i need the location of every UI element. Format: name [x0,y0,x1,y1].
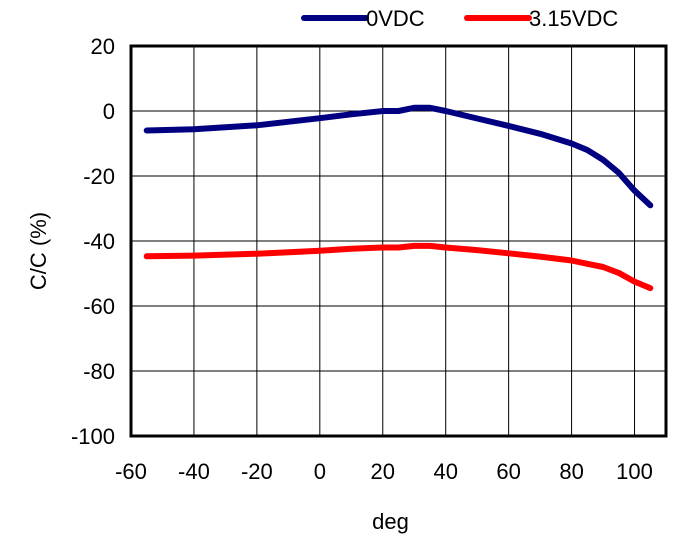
legend-label: 3.15VDC [529,6,618,31]
legend: 0VDC 3.15VDC [301,6,618,31]
legend-label: 0VDC [366,6,425,31]
series-line-2 [143,242,654,292]
x-tick-label: -40 [178,459,210,484]
x-tick-label: 60 [496,459,520,484]
plot-frame [129,44,668,438]
x-axis-title: deg [372,509,409,534]
x-tick-label: 0 [314,459,326,484]
x-tick-label: 100 [616,459,653,484]
grid [131,46,666,436]
x-tick-label: -20 [241,459,273,484]
x-tick-label: -60 [115,459,147,484]
series-group [143,104,654,292]
y-tick-label: -80 [83,359,115,384]
y-tick-label: 0 [103,99,115,124]
y-tick-label: 20 [91,34,115,59]
y-tick-label: -100 [71,424,115,449]
x-tick-label: 40 [433,459,457,484]
series-line-1 [143,104,654,209]
y-tick-label: -40 [83,229,115,254]
x-tick-labels: -60 -40 -20 0 20 40 60 80 100 [115,459,653,484]
x-tick-label: 20 [371,459,395,484]
y-tick-label: -60 [83,294,115,319]
y-tick-labels: 20 0 -20 -40 -60 -80 -100 [71,34,115,449]
y-tick-label: -20 [83,164,115,189]
y-axis-title: C/C (%) [26,212,51,290]
x-tick-label: 80 [559,459,583,484]
